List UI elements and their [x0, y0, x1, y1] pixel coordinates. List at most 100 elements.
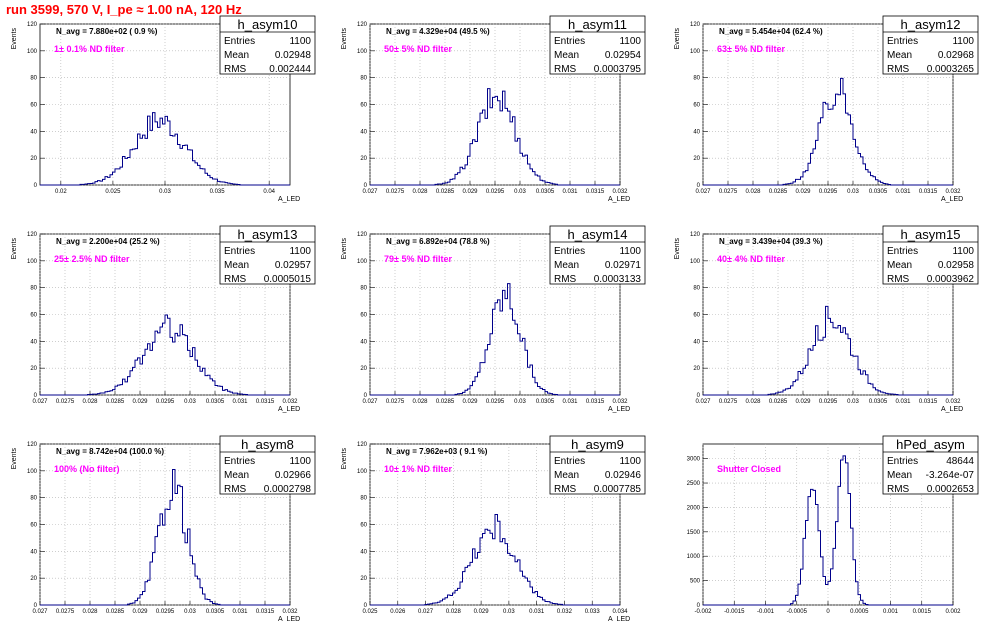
- x-tick-label: 0.029: [462, 189, 478, 195]
- stat-label: RMS: [554, 274, 577, 285]
- y-tick-label: 100: [27, 469, 38, 475]
- histogram-name: h_asym9: [571, 437, 624, 452]
- navg-label: N_avg = 3.439e+04 (39.3 %): [719, 237, 823, 246]
- navg-label: N_avg = 4.329e+04 (49.5 %): [386, 27, 490, 36]
- x-tick-label: 0.027: [418, 609, 434, 615]
- y-axis-label: Events: [674, 238, 681, 260]
- y-tick-label: 0: [34, 603, 38, 609]
- stat-value: 0.02968: [938, 50, 975, 61]
- y-tick-label: 500: [690, 579, 701, 585]
- x-tick-label: 0.027: [695, 189, 711, 195]
- stats-box: h_asym10 Entries 1100 Mean 0.02948 RMS 0.00244…: [219, 15, 316, 75]
- x-axis-label: A_LED: [278, 196, 300, 203]
- x-tick-label: 0.027: [32, 609, 48, 615]
- stats-box: h_asym9 Entries 1100 Mean 0.02946 RMS 0.000778…: [549, 435, 646, 495]
- histogram-panel-h_asym10: 0.02 0.025 0.03 0.035 0.04 0 20 40 60 80 100 120 Eve…: [11, 15, 316, 203]
- x-tick-label: 0.03: [514, 189, 526, 195]
- filter-label: 10± 1% ND filter: [384, 464, 452, 474]
- x-tick-label: 0.03: [847, 189, 859, 195]
- x-tick-label: 0.0305: [536, 189, 555, 195]
- histogram-name: h_asym12: [901, 17, 961, 32]
- stat-value: 0.0003962: [927, 274, 975, 285]
- stat-label: Mean: [554, 260, 579, 271]
- stats-box-frame: [549, 435, 646, 495]
- stat-label: Entries: [554, 456, 585, 467]
- histogram-name: hPed_asym: [896, 437, 965, 452]
- navg-label: N_avg = 5.454e+04 (62.4 %): [719, 27, 823, 36]
- stat-label: RMS: [554, 484, 577, 495]
- x-tick-label: 0.031: [895, 189, 911, 195]
- y-tick-label: 120: [690, 232, 701, 238]
- y-tick-label: 20: [693, 366, 700, 372]
- x-tick-label: 0.0285: [769, 399, 788, 405]
- histogram-curve: [370, 88, 620, 186]
- x-tick-label: 0.029: [474, 609, 490, 615]
- stat-value: 0.02948: [275, 50, 312, 61]
- stat-value: 0.02958: [938, 260, 975, 271]
- x-tick-label: 0.0005: [850, 609, 869, 615]
- run-title: run 3599, 570 V, I_pe ≈ 1.00 nA, 120 Hz: [6, 2, 242, 17]
- x-tick-label: 0.0305: [869, 399, 888, 405]
- y-tick-label: 80: [693, 286, 700, 292]
- y-tick-label: 120: [27, 232, 38, 238]
- stats-box: hPed_asym Entries 48644 Mean -3.264e-07 RMS 0.…: [882, 435, 979, 495]
- x-tick-label: 0.0295: [156, 609, 175, 615]
- stat-value: 0.02966: [275, 470, 312, 481]
- x-tick-label: 0.0285: [436, 189, 455, 195]
- stat-label: Mean: [887, 470, 912, 481]
- histogram-curve: [40, 468, 290, 606]
- histogram-curve: [370, 283, 620, 396]
- x-tick-label: 0.001: [883, 609, 899, 615]
- x-tick-label: 0.029: [132, 609, 148, 615]
- x-tick-label: 0.03: [514, 399, 526, 405]
- x-tick-label: 0.0275: [719, 189, 738, 195]
- stat-value: 0.0002798: [264, 484, 312, 495]
- x-tick-label: 0.0275: [719, 399, 738, 405]
- x-tick-label: 0.034: [612, 609, 628, 615]
- x-tick-label: 0.027: [32, 399, 48, 405]
- x-tick-label: 0.032: [282, 609, 298, 615]
- stat-value: 1100: [952, 36, 974, 47]
- stat-value: 0.002444: [269, 64, 311, 75]
- x-tick-label: 0.028: [745, 189, 761, 195]
- stat-value: 1100: [619, 36, 641, 47]
- x-tick-label: 0.0285: [106, 609, 125, 615]
- x-tick-label: 0.032: [557, 609, 573, 615]
- x-tick-label: 0.029: [462, 399, 478, 405]
- y-tick-label: 100: [27, 259, 38, 265]
- x-tick-label: 0.0295: [819, 189, 838, 195]
- stats-box-frame: [549, 225, 646, 285]
- x-tick-label: -0.0015: [724, 609, 745, 615]
- filter-label: 50± 5% ND filter: [384, 44, 452, 54]
- x-tick-label: 0.028: [412, 399, 428, 405]
- stat-value: 0.0003795: [594, 64, 642, 75]
- x-tick-label: 0.0285: [436, 399, 455, 405]
- stat-value: 0.02946: [605, 470, 642, 481]
- y-tick-label: 40: [30, 129, 37, 135]
- stat-label: RMS: [224, 484, 247, 495]
- x-axis-label: A_LED: [608, 196, 630, 203]
- stat-value: 1100: [619, 456, 641, 467]
- y-tick-label: 40: [360, 339, 367, 345]
- y-tick-label: 120: [357, 232, 368, 238]
- x-tick-label: 0.0315: [586, 399, 605, 405]
- stat-label: Mean: [887, 50, 912, 61]
- stat-label: RMS: [554, 64, 577, 75]
- stat-label: RMS: [887, 64, 910, 75]
- x-tick-label: 0.027: [362, 399, 378, 405]
- filter-label: Shutter Closed: [717, 464, 781, 474]
- x-tick-label: 0.029: [795, 399, 811, 405]
- x-tick-label: 0.032: [612, 399, 628, 405]
- filter-label: 100% (No filter): [54, 464, 120, 474]
- x-tick-label: 0.0305: [206, 399, 225, 405]
- x-tick-label: 0.0295: [819, 399, 838, 405]
- stat-value: -3.264e-07: [926, 470, 975, 481]
- x-tick-label: 0.032: [282, 399, 298, 405]
- stat-label: Mean: [554, 50, 579, 61]
- x-tick-label: 0.032: [945, 189, 961, 195]
- y-tick-label: 120: [27, 442, 38, 448]
- stats-box: h_asym8 Entries 1100 Mean 0.02966 RMS 0.000279…: [219, 435, 316, 495]
- y-axis-label: Events: [11, 238, 18, 260]
- x-tick-label: 0.03: [184, 399, 196, 405]
